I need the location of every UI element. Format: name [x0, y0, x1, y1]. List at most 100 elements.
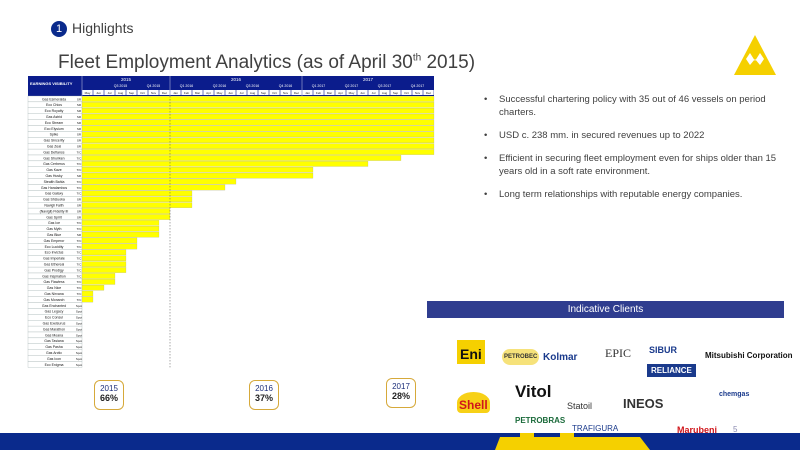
vessel-type: SR [77, 127, 82, 131]
employment-bar [81, 178, 237, 185]
vessel-type: Spot [76, 327, 82, 331]
vessel-type: T/C [77, 192, 83, 196]
month-cell [269, 90, 280, 95]
vessel-type: SR [77, 139, 82, 143]
employment-bar [81, 285, 105, 291]
client-logo-mitsubishi: Mitsubishi Corporation [705, 351, 793, 360]
month-label: Sep [129, 91, 135, 95]
month-label: Feb [184, 91, 190, 95]
employment-bar [81, 190, 193, 197]
month-label: Aug [382, 91, 388, 95]
vessel-name: Gas Exelsurus [43, 322, 66, 326]
month-cell [313, 90, 324, 95]
month-label: Oct [404, 91, 409, 95]
vessel-name: Gas Zeal [47, 145, 61, 149]
ship-silhouette-icon [495, 433, 650, 450]
month-label: Sep [261, 91, 267, 95]
month-label: Jan [173, 91, 178, 95]
month-cell [203, 90, 214, 95]
vessel-name: Gas Flawless [43, 280, 64, 284]
month-cell [93, 90, 104, 95]
vessel-type: SR [77, 109, 82, 113]
vessel-name: Gas Defiance [43, 150, 64, 154]
vessel-name: Eco Enigma [45, 363, 64, 367]
vessel-name: Gas Arctic [46, 351, 62, 355]
month-cell [357, 90, 368, 95]
vessel-type: T/C [77, 251, 83, 255]
month-label: Nov [151, 91, 157, 95]
employment-bar [81, 296, 94, 303]
vessel-type: T/C [77, 274, 83, 278]
vessel-type: SR [77, 103, 82, 107]
vessel-name: Gas Sincerity [44, 139, 65, 143]
client-logo-vitol: Vitol [515, 382, 552, 401]
employment-bar [81, 237, 138, 244]
employment-table: EARNINGS VISIBILITY 2015 2016 2017 Q3 2015 Q4… [27, 76, 435, 368]
coverage-percent: 66% [99, 393, 118, 403]
month-cell [423, 90, 434, 95]
coverage-box-2015: 2015 66% [94, 380, 124, 410]
month-cell [346, 90, 357, 95]
month-cell [401, 90, 412, 95]
vessel-type: T/C [77, 257, 83, 261]
employment-bar [81, 273, 116, 279]
bullet-item: Efficient in securing fleet employment e… [484, 152, 780, 178]
month-label: May [85, 91, 91, 95]
coverage-box-2017: 2017 28% [386, 378, 416, 408]
month-cell [137, 90, 148, 95]
employment-bar [81, 107, 435, 114]
vessel-type: SR [77, 215, 82, 219]
employment-bar [81, 249, 127, 256]
bullet-item: Successful chartering policy with 35 out… [484, 93, 780, 119]
month-cell [324, 90, 335, 95]
clients-title: Indicative Clients [427, 301, 784, 318]
month-label: Aug [250, 91, 256, 95]
coverage-year: 2016 [255, 384, 273, 393]
month-label: Jul [372, 91, 376, 95]
month-cell [302, 90, 313, 95]
month-cell [335, 90, 346, 95]
vessel-type: T/C [77, 168, 83, 172]
coverage-percent: 37% [254, 393, 273, 403]
employment-bar [81, 161, 369, 167]
vessel-type: T/C [77, 292, 83, 296]
employment-bar [81, 220, 160, 226]
employment-bar [81, 125, 435, 132]
employment-bar [81, 113, 435, 120]
quarter-label: Q4 2017 [411, 84, 424, 88]
client-logo-epic: EPIC [605, 346, 632, 360]
vessel-type: SR [77, 233, 82, 237]
section-title: Highlights [72, 20, 134, 36]
client-logo-kolmar: Kolmar [543, 352, 578, 363]
month-label: Dec [426, 91, 432, 95]
client-logo-trafigura: TRAFIGURA [572, 424, 619, 433]
vessel-name: Gas Monarch [43, 298, 64, 302]
month-label: Jan [305, 91, 310, 95]
coverage-box-2016: 2016 37% [249, 380, 279, 410]
vessel-name: Gas Inspiration [42, 274, 66, 278]
vessel-name: Gas Imperiale [43, 257, 65, 261]
vessel-name: Gas Nirvana [44, 292, 64, 296]
page-title-text: Fleet Employment Analytics (as of April … [58, 52, 413, 73]
vessel-type: T/C [77, 263, 83, 267]
month-label: Mar [195, 91, 200, 95]
month-cell [192, 90, 203, 95]
month-cell [225, 90, 236, 95]
vessel-type: Spot [76, 363, 82, 367]
vessel-type: SR [77, 97, 82, 101]
month-label: Mar [327, 91, 332, 95]
vessel-name: Gas Marathon [43, 327, 65, 331]
vessel-name: Gas Galaxy [45, 192, 64, 196]
vessel-type: Spot [76, 351, 82, 355]
company-logo-icon [734, 35, 776, 75]
vessel-name: Gas Pasha [45, 345, 62, 349]
month-cell [379, 90, 390, 95]
quarter-label: Q1 2017 [312, 84, 325, 88]
vessel-type: T/C [77, 280, 83, 284]
month-label: Oct [140, 91, 145, 95]
client-logo-reliance: RELIANCE [647, 364, 696, 377]
page-number: 5 [733, 425, 738, 434]
month-cell [82, 90, 93, 95]
client-logo-marubeni: Marubeni [677, 425, 718, 435]
